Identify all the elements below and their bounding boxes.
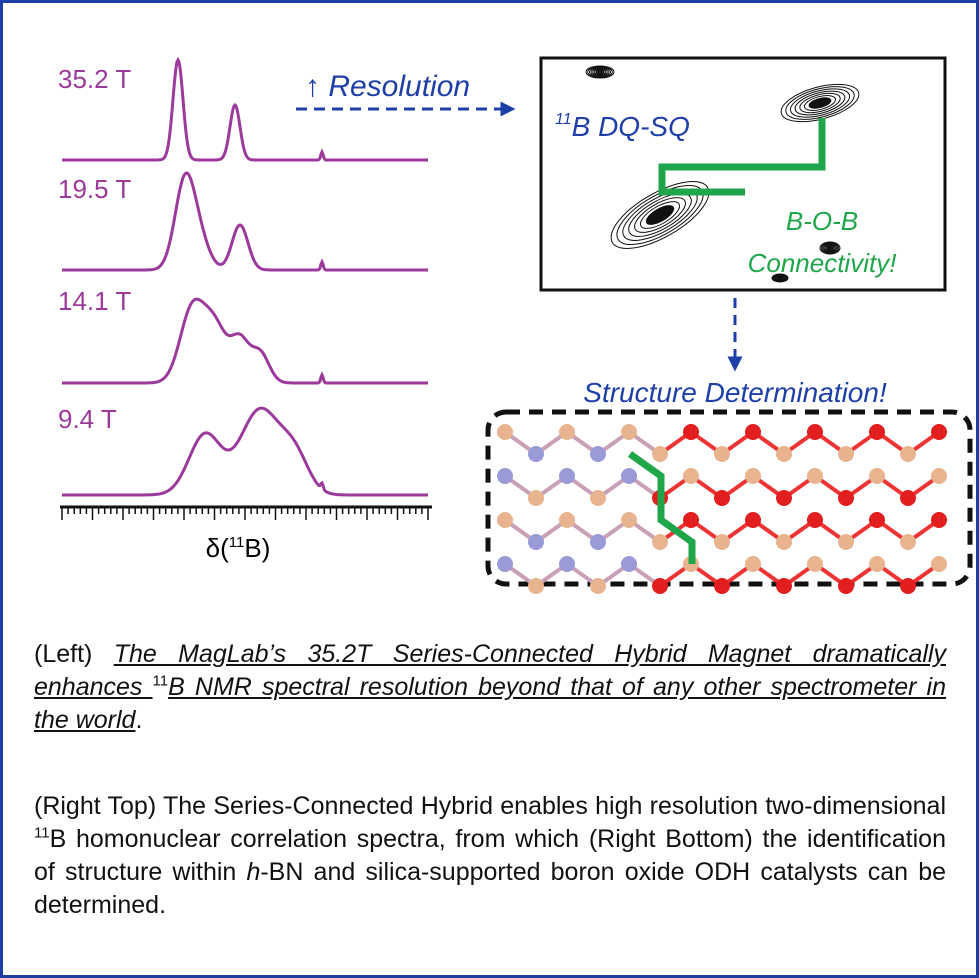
ticks (62, 507, 428, 520)
atom (838, 534, 854, 550)
atom (714, 446, 730, 462)
atom (776, 578, 792, 594)
dqsq-note: Connectivity! (748, 248, 897, 278)
atom (528, 490, 544, 506)
atom (714, 578, 730, 594)
atom (838, 490, 854, 506)
lattice (497, 424, 947, 594)
atom (900, 446, 916, 462)
atom (559, 468, 575, 484)
atom (869, 424, 885, 440)
atom (683, 512, 699, 528)
atom (621, 512, 637, 528)
atom (776, 490, 792, 506)
field-label: 9.4 T (58, 404, 117, 434)
atom (931, 512, 947, 528)
dqsq-title-text: B DQ-SQ (572, 111, 690, 142)
atom (559, 556, 575, 572)
axis-label-sup: 11 (229, 534, 245, 551)
atom (590, 534, 606, 550)
figure: 35.2 T 19.5 T 14.1 T 9.4 T δ(11B) ↑ Reso… (0, 0, 979, 610)
axis-label-part: δ( (206, 533, 229, 563)
atom (590, 446, 606, 462)
caption-text: (Left) (34, 640, 114, 668)
atom (900, 578, 916, 594)
field-label: 14.1 T (58, 286, 131, 316)
atom (931, 468, 947, 484)
page: 35.2 T 19.5 T 14.1 T 9.4 T δ(11B) ↑ Reso… (0, 0, 979, 978)
atom (931, 424, 947, 440)
atom (621, 424, 637, 440)
arrow-label: ↑ Resolution (305, 70, 470, 103)
structure-label: Structure Determination! (583, 377, 887, 408)
atom (497, 556, 513, 572)
atom (497, 468, 513, 484)
caption-emphasis: B NMR spectral resolution beyond that of… (34, 673, 946, 734)
atom (869, 556, 885, 572)
atom (869, 468, 885, 484)
spectra (62, 60, 428, 495)
atom (807, 556, 823, 572)
atom (683, 424, 699, 440)
atom (776, 446, 792, 462)
atom (807, 468, 823, 484)
atom (559, 424, 575, 440)
atom (838, 446, 854, 462)
caption-left: (Left) The MagLab’s 35.2T Series-Connect… (34, 638, 946, 737)
atom (745, 424, 761, 440)
field-label: 19.5 T (58, 174, 131, 204)
atom (776, 534, 792, 550)
atom (838, 578, 854, 594)
atom (590, 490, 606, 506)
caption-sup: 11 (34, 825, 50, 842)
atom (714, 490, 730, 506)
caption-right: (Right Top) The Series-Connected Hybrid … (34, 790, 946, 922)
atom (745, 556, 761, 572)
atom (807, 424, 823, 440)
atom (652, 578, 668, 594)
atom (590, 578, 606, 594)
atom (528, 446, 544, 462)
contour (596, 70, 604, 73)
dqsq-sup: 11 (555, 111, 572, 128)
atom (652, 446, 668, 462)
dqsq-note: B-O-B (786, 206, 858, 236)
atom (528, 534, 544, 550)
atom (900, 534, 916, 550)
dqsq-title: 11B DQ-SQ (555, 111, 690, 142)
spectrum (62, 408, 428, 495)
atom (621, 468, 637, 484)
atom (683, 468, 699, 484)
atom (497, 424, 513, 440)
axis-label: δ(11B) (206, 533, 271, 563)
atom (745, 512, 761, 528)
atom (559, 512, 575, 528)
caption-sup: 11 (153, 673, 169, 690)
axis-label-part: B) (244, 533, 270, 563)
caption-text: . (135, 706, 142, 734)
atom (745, 468, 761, 484)
atom (931, 556, 947, 572)
atom (869, 512, 885, 528)
atom (807, 512, 823, 528)
atom (621, 556, 637, 572)
caption-text: (Right Top) The Series-Connected Hybrid … (34, 792, 946, 820)
atom (900, 490, 916, 506)
field-label: 35.2 T (58, 64, 131, 94)
atom (497, 512, 513, 528)
atom (528, 578, 544, 594)
caption-italic: h (246, 858, 260, 886)
atom (652, 534, 668, 550)
atom (714, 534, 730, 550)
